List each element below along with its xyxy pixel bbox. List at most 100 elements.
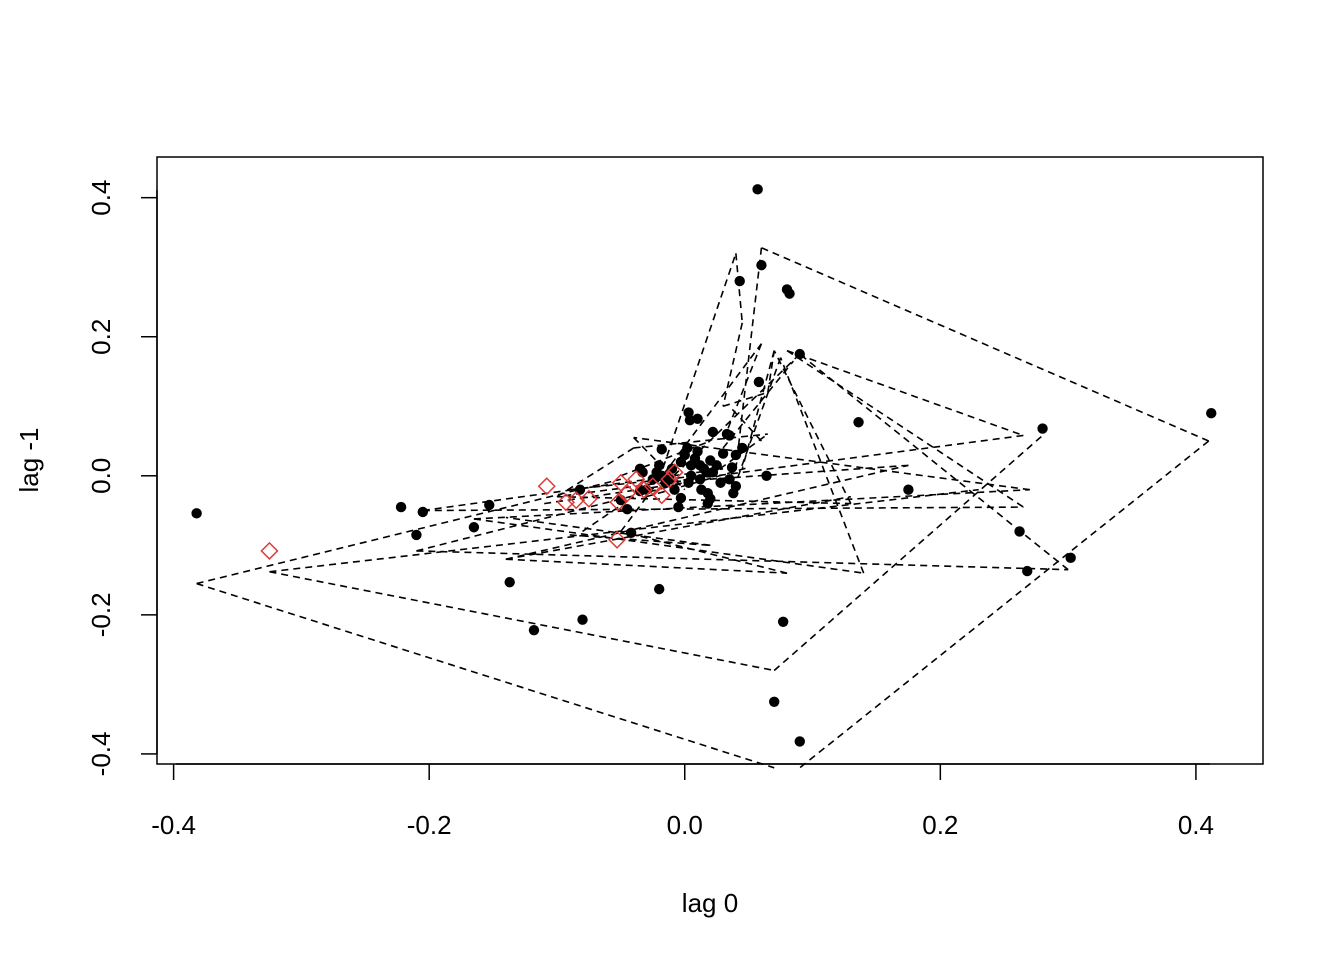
dashed-segment: [505, 558, 788, 574]
dashed-segment: [422, 506, 1024, 512]
data-point: [682, 442, 693, 454]
dashed-segment: [773, 350, 852, 504]
dashed-segment: [728, 405, 763, 442]
dashed-segment: [633, 433, 768, 449]
dashed-segment: [505, 495, 852, 561]
data-point: [1014, 526, 1025, 537]
dashed-segment: [722, 391, 769, 408]
dashed-segment: [799, 353, 1069, 571]
dashed-segment: [416, 550, 1069, 571]
data-point: [692, 413, 703, 424]
dashed-segment: [658, 253, 737, 480]
data-point: [641, 484, 652, 495]
y-tick-label: -0.2: [86, 592, 116, 637]
dashed-segment: [196, 582, 775, 769]
data-point: [683, 407, 694, 418]
y-axis-label: lag -1: [14, 427, 44, 492]
dashed-segment: [505, 516, 711, 547]
x-tick-label: -0.4: [151, 810, 196, 840]
data-point: [702, 498, 713, 509]
dashed-segment: [735, 247, 763, 469]
data-point: [730, 449, 742, 461]
highlight-point: [260, 541, 279, 560]
data-point: [684, 414, 696, 426]
highlight-point: [660, 470, 679, 489]
highlight-point: [618, 484, 637, 503]
y-tick-label: 0.0: [86, 458, 116, 494]
data-point: [1065, 552, 1076, 564]
y-tick-label: 0.2: [86, 319, 116, 355]
data-point: [726, 462, 738, 473]
data-point: [694, 474, 706, 485]
highlight-point: [627, 470, 646, 489]
dashed-segment: [269, 488, 979, 573]
data-point: [756, 259, 767, 271]
data-point: [784, 288, 795, 299]
data-point: [761, 470, 772, 481]
data-point: [625, 527, 637, 539]
data-point: [711, 460, 722, 471]
dashed-segment: [633, 436, 1030, 491]
y-tick-label: -0.4: [86, 732, 116, 777]
dashed-segment: [556, 434, 1024, 498]
data-point: [794, 736, 805, 747]
highlight-point: [579, 489, 598, 508]
highlight-point: [634, 480, 653, 499]
data-point: [777, 616, 789, 628]
data-point: [694, 460, 706, 471]
data-point: [528, 624, 540, 636]
data-point: [692, 446, 703, 457]
data-point: [853, 417, 864, 428]
data-point: [724, 430, 735, 441]
highlight-point: [643, 477, 662, 496]
dashed-segment: [620, 343, 763, 532]
data-point: [1037, 423, 1048, 434]
data-point: [656, 444, 667, 455]
data-point: [753, 376, 765, 388]
data-point: [707, 426, 719, 438]
dashed-segment: [779, 357, 865, 574]
dashed-segment: [735, 357, 782, 484]
highlight-point: [652, 486, 671, 505]
data-point: [191, 508, 202, 519]
data-point: [484, 499, 495, 511]
data-point: [734, 275, 745, 287]
x-tick-label: 0.0: [667, 810, 703, 840]
x-axis: -0.4 -0.2 0.0 0.2 0.4: [151, 763, 1214, 840]
data-point: [664, 474, 675, 485]
data-point: [574, 484, 586, 495]
data-point: [728, 487, 739, 499]
dashed-segment: [269, 570, 775, 672]
dashed-segment: [761, 247, 1210, 442]
data-point: [724, 474, 735, 485]
dashed-segment: [658, 353, 801, 491]
data-point: [675, 492, 687, 504]
data-point: [717, 448, 729, 459]
dashed-segment: [473, 518, 864, 574]
data-point: [673, 501, 684, 513]
data-point: [752, 184, 763, 195]
data-point: [669, 484, 680, 495]
dashed-segment: [722, 343, 763, 442]
dashed-segment: [569, 475, 698, 491]
highlight-point: [607, 530, 627, 549]
points-layer: [191, 184, 1217, 747]
data-point: [634, 463, 646, 475]
dashed-segment: [473, 488, 1030, 520]
highlight-point: [537, 477, 556, 496]
data-point: [411, 529, 422, 541]
dashed-segment: [196, 478, 622, 585]
x-tick-label: 0.2: [922, 810, 958, 840]
dashed-segment: [786, 349, 1024, 437]
data-point: [654, 583, 665, 595]
dashed-segment: [722, 360, 795, 449]
data-point: [504, 576, 515, 588]
data-point: [1206, 408, 1217, 419]
dashed-segment: [620, 530, 788, 574]
data-point: [769, 696, 780, 707]
data-point: [417, 506, 428, 518]
data-point: [685, 470, 697, 481]
data-point: [737, 442, 748, 454]
data-point: [651, 467, 662, 478]
